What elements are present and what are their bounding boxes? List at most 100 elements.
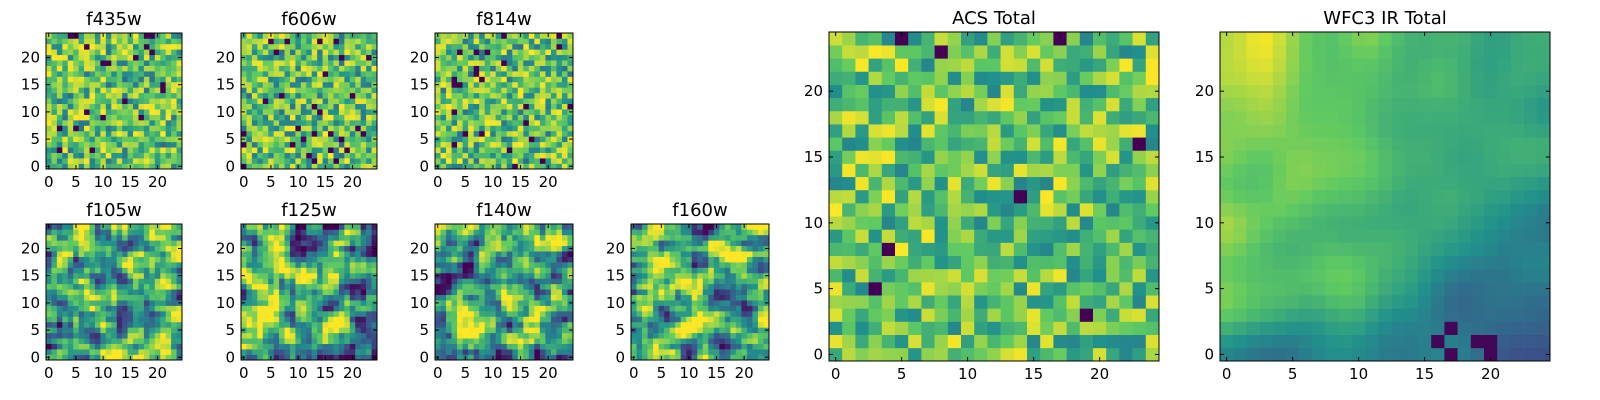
heatmap-cell (122, 224, 128, 230)
heatmap-cell (528, 256, 535, 263)
heatmap-cell (262, 114, 269, 121)
heatmap-cell (908, 308, 922, 322)
heatmap-cell (165, 283, 172, 290)
heatmap-cell (523, 120, 530, 126)
heatmap-cell (653, 234, 659, 241)
heatmap-cell (523, 163, 530, 170)
heatmap-cell (311, 354, 318, 361)
heatmap-cell (262, 109, 269, 115)
heatmap-cell (143, 38, 150, 45)
heatmap-cell (138, 354, 145, 361)
heatmap-cell (344, 289, 351, 296)
heatmap-cell (842, 334, 856, 349)
heatmap-cell (262, 327, 269, 334)
heatmap-cell (328, 98, 334, 105)
heatmap-cell (355, 33, 361, 39)
heatmap-cell (333, 267, 340, 274)
heatmap-cell (669, 294, 676, 301)
heatmap-cell (561, 120, 568, 126)
heatmap-cell (664, 229, 670, 236)
heatmap-cell (333, 125, 340, 132)
heatmap-cell (46, 130, 52, 137)
heatmap-cell (171, 98, 177, 105)
heatmap-cell (328, 92, 334, 99)
heatmap-cell (457, 54, 463, 61)
heatmap-cell (479, 229, 485, 236)
heatmap-cell (484, 289, 491, 296)
heatmap-cell (100, 92, 107, 99)
heatmap-cell (697, 305, 704, 312)
heatmap-cell (289, 71, 296, 77)
heatmap-cell (653, 343, 659, 350)
heatmap-cell (523, 224, 530, 230)
heatmap-cell (534, 158, 541, 164)
heatmap-cell (479, 60, 485, 66)
heatmap-cell (84, 65, 90, 72)
heatmap-cell (143, 49, 150, 56)
heatmap-cell (567, 49, 574, 56)
heatmap-cell (51, 81, 58, 88)
heatmap-cell (171, 316, 177, 323)
heatmap-cell (534, 147, 541, 153)
heatmap-cell (122, 294, 128, 301)
heatmap-cell (523, 229, 530, 236)
heatmap-cell (73, 130, 79, 137)
heatmap-cell (746, 327, 753, 334)
heatmap-cell (484, 114, 491, 121)
heatmap-cell (545, 81, 552, 88)
heatmap-cell (344, 300, 351, 306)
heatmap-cell (133, 316, 139, 323)
heatmap-cell (371, 43, 378, 50)
heatmap-cell (322, 109, 329, 115)
heatmap-cell (116, 289, 123, 296)
heatmap-cell (735, 234, 742, 241)
heatmap-cell (111, 234, 118, 241)
heatmap-cell (311, 338, 318, 344)
heatmap-cell (842, 216, 856, 230)
heatmap-cell (46, 289, 52, 296)
heatmap-cell (279, 321, 285, 328)
heatmap-cell (534, 38, 541, 45)
heatmap-cell (528, 163, 535, 170)
heatmap-cell (289, 278, 296, 285)
heatmap-cell (78, 289, 85, 296)
heatmap-cell (752, 256, 759, 263)
heatmap-cell (154, 338, 161, 344)
heatmap-cell (306, 300, 313, 306)
heatmap-cell (94, 87, 101, 94)
heatmap-cell (116, 256, 123, 263)
heatmap-cell (479, 120, 485, 126)
heatmap-cell (317, 272, 323, 279)
heatmap-cell (154, 272, 161, 279)
heatmap-cell (752, 354, 759, 361)
heatmap-cell (116, 251, 123, 257)
heatmap-cell (658, 349, 665, 355)
heatmap-cell (56, 141, 63, 148)
heatmap-cell (273, 245, 280, 252)
heatmap-cell (360, 103, 367, 110)
heatmap-cell (735, 262, 742, 268)
heatmap-cell (257, 283, 264, 290)
heatmap-cell (84, 354, 90, 361)
heatmap-cell (116, 338, 123, 344)
heatmap-cell (987, 242, 1001, 257)
heatmap-cell (127, 130, 134, 137)
heatmap-cell (94, 92, 101, 99)
heatmap-cell (658, 294, 665, 301)
heatmap-cell (127, 81, 134, 88)
heatmap-cell (251, 240, 258, 247)
heatmap-cell (763, 311, 770, 317)
heatmap-cell (746, 300, 753, 306)
heatmap-cell (724, 283, 731, 290)
heatmap-cell (523, 65, 530, 72)
heatmap-cell (279, 294, 285, 301)
heatmap-cell (322, 332, 329, 339)
heatmap-cell (490, 120, 497, 126)
heatmap-cell (360, 54, 367, 61)
heatmap-cell (273, 98, 280, 105)
heatmap-cell (51, 343, 58, 350)
heatmap-cell (56, 147, 63, 153)
heatmap-cell (165, 311, 172, 317)
heatmap-cell (138, 38, 145, 45)
heatmap-cell (111, 125, 118, 132)
